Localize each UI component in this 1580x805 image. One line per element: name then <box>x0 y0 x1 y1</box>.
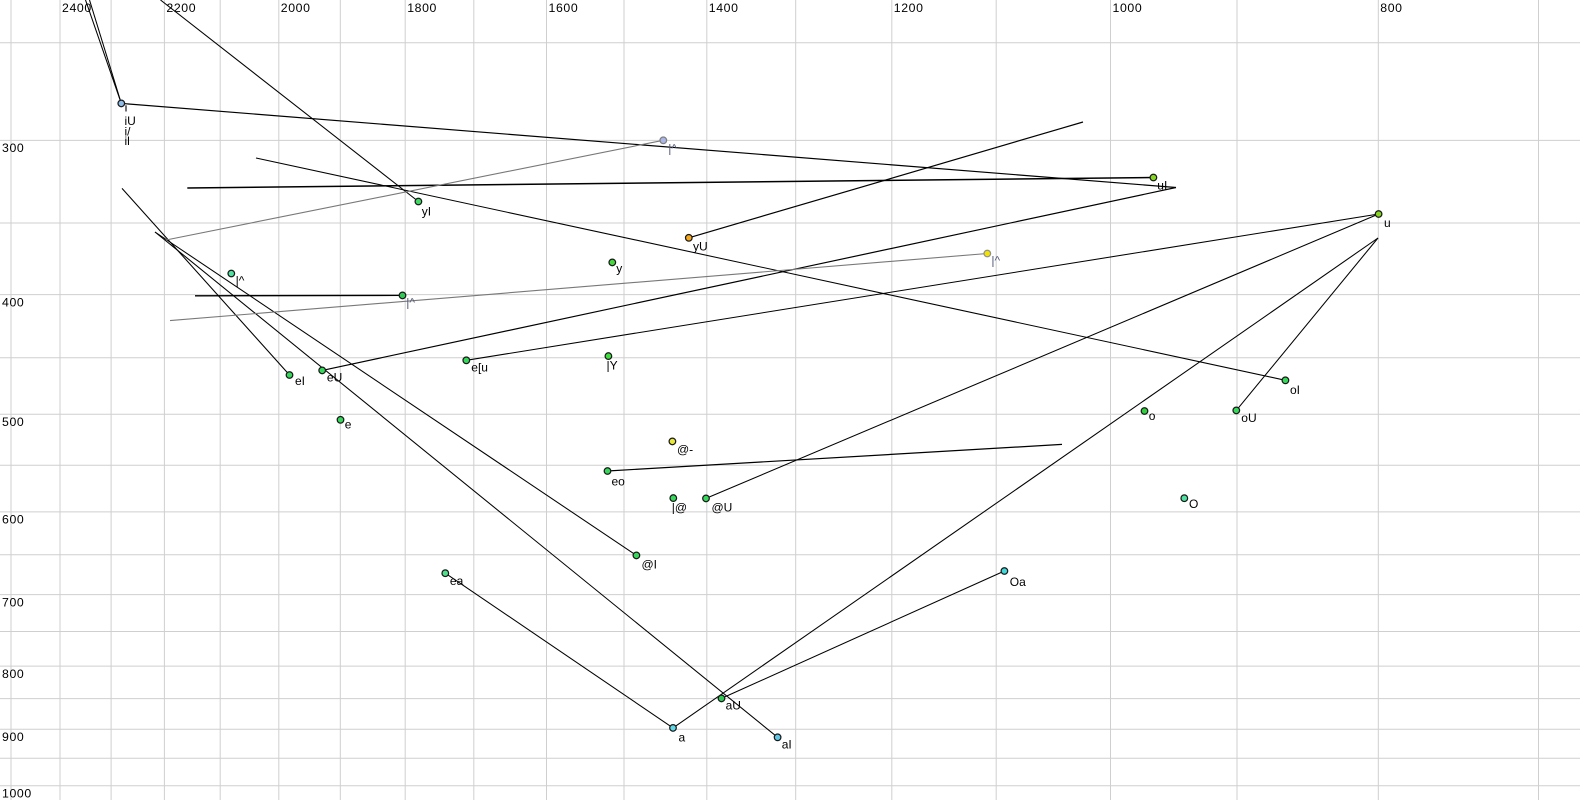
svg-text:o: o <box>1149 409 1156 423</box>
svg-text:@-: @- <box>677 443 693 457</box>
svg-text:@U: @U <box>712 501 733 515</box>
svg-text:|@: |@ <box>672 501 687 515</box>
svg-text:2000: 2000 <box>281 1 311 15</box>
svg-text:Oa: Oa <box>1010 575 1026 589</box>
svg-text:700: 700 <box>2 595 24 609</box>
svg-text:eI: eI <box>295 374 305 388</box>
svg-text:800: 800 <box>2 667 24 681</box>
svg-text:|^: |^ <box>668 142 677 156</box>
svg-text:|Y: |Y <box>607 359 618 373</box>
svg-text:ea: ea <box>450 574 464 588</box>
svg-text:aI: aI <box>782 738 792 752</box>
svg-text:400: 400 <box>2 295 24 309</box>
svg-text:il: il <box>125 134 130 148</box>
svg-text:1400: 1400 <box>709 1 739 15</box>
svg-text:uI: uI <box>1157 179 1167 193</box>
svg-text:e: e <box>345 418 352 432</box>
svg-text:eo: eo <box>612 475 626 489</box>
svg-text:|^: |^ <box>236 274 245 288</box>
svg-text:y: y <box>616 262 622 276</box>
svg-text:oI: oI <box>1290 383 1300 397</box>
svg-text:yU: yU <box>693 240 708 254</box>
svg-text:|^: |^ <box>991 254 1000 268</box>
svg-text:900: 900 <box>2 730 24 744</box>
svg-text:eU: eU <box>327 371 342 385</box>
svg-text:|^: |^ <box>406 296 415 310</box>
svg-text:2200: 2200 <box>166 1 196 15</box>
svg-text:500: 500 <box>2 415 24 429</box>
svg-text:u: u <box>1384 216 1391 230</box>
svg-text:yI: yI <box>422 205 431 219</box>
svg-text:600: 600 <box>2 513 24 527</box>
svg-text:800: 800 <box>1380 1 1402 15</box>
svg-text:1000: 1000 <box>1113 1 1143 15</box>
svg-text:1200: 1200 <box>894 1 924 15</box>
svg-text:300: 300 <box>2 141 24 155</box>
svg-text:@I: @I <box>642 558 658 572</box>
svg-text:O: O <box>1189 497 1198 511</box>
svg-text:oU: oU <box>1241 411 1256 425</box>
svg-text:1600: 1600 <box>549 1 579 15</box>
svg-text:1000: 1000 <box>2 787 32 801</box>
svg-text:e[u: e[u <box>471 360 488 374</box>
svg-text:2400: 2400 <box>62 1 92 15</box>
svg-text:aU: aU <box>726 699 741 713</box>
svg-text:1800: 1800 <box>407 1 437 15</box>
svg-text:a: a <box>679 731 686 745</box>
